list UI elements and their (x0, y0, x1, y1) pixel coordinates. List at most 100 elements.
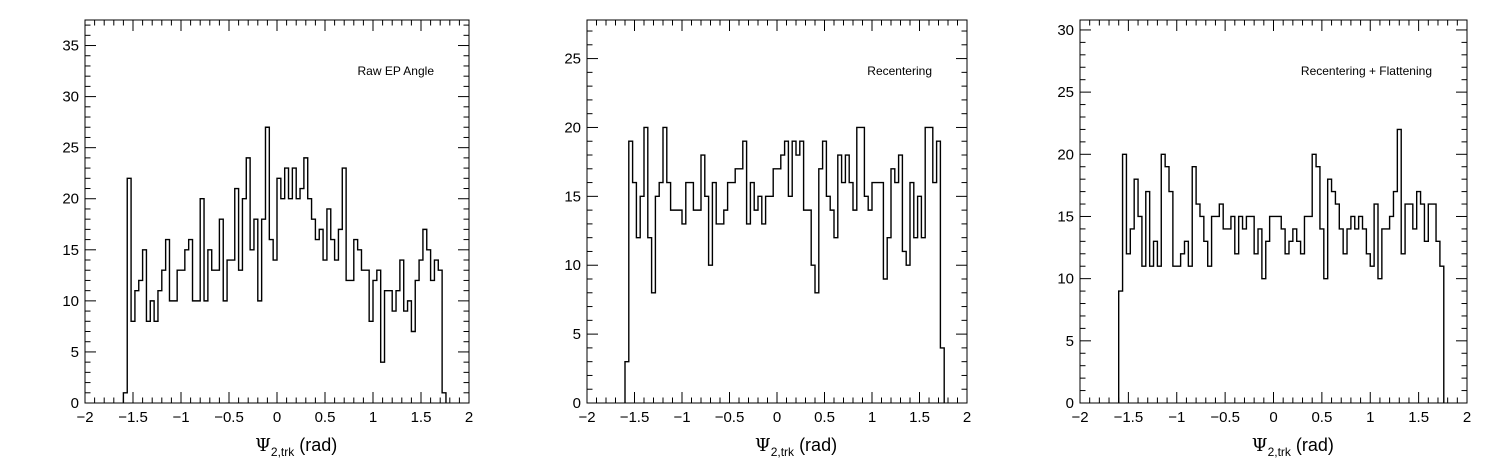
histogram-bin (146, 321, 150, 403)
histogram-bin (269, 240, 273, 403)
x-tick-label: 2 (465, 409, 473, 426)
histogram-bin (346, 280, 350, 403)
histogram-bin (876, 183, 880, 403)
histogram-bin (788, 196, 792, 403)
histogram-bin (235, 189, 239, 403)
x-tick-label: 0 (773, 409, 781, 426)
histogram-bin (400, 260, 404, 403)
histogram-bin (1424, 241, 1428, 403)
x-axis: −2 −1.5 −1 −0.5 0 0.5 1 1.5 2 (76, 20, 473, 426)
histogram-bin (1320, 229, 1324, 403)
histogram-bin (1142, 266, 1146, 403)
histogram-bin (381, 362, 385, 403)
histogram-bin (830, 210, 834, 403)
histogram-bin (1421, 204, 1425, 403)
histogram-bin (258, 301, 262, 403)
histogram-bin (162, 270, 166, 403)
histogram-bin (640, 196, 644, 403)
histogram-bin (388, 291, 392, 403)
histogram-bin (173, 301, 177, 403)
x-axis-label: Ψ2,trk (rad) (1252, 435, 1334, 459)
histogram-bin (667, 183, 671, 403)
histogram-bin (1266, 241, 1270, 403)
y-tick-label: 0 (1066, 395, 1074, 412)
histogram-bin (804, 210, 808, 403)
histogram-bin (1308, 216, 1312, 403)
histogram-bin (663, 127, 667, 403)
histogram-bin (1154, 241, 1158, 403)
histogram-bin (1393, 192, 1397, 403)
histogram-bin (219, 219, 223, 403)
histogram-bin (800, 141, 804, 403)
y-tick-label: 25 (1057, 84, 1074, 101)
y-tick-label: 30 (62, 89, 79, 106)
histogram-bin (891, 169, 895, 403)
histogram-bin (766, 196, 770, 403)
y-tick-label: 30 (1057, 22, 1074, 39)
histogram-bin (323, 260, 327, 403)
histogram-bin (204, 301, 208, 403)
histogram-bin (408, 301, 412, 403)
histogram-bin (1324, 279, 1328, 403)
histogram-bin (304, 158, 308, 403)
histogram-bin (769, 196, 773, 403)
y-axis: 0 5 10 15 20 25 30 35 (62, 24, 469, 412)
histogram-bin (705, 196, 709, 403)
histogram-bin (158, 291, 162, 403)
histogram-bin (308, 199, 312, 403)
histogram-bin (648, 238, 652, 403)
histogram-bin (392, 311, 396, 403)
histogram-bin (431, 280, 435, 403)
histogram-panel-2: −2 −1.5 −1 −0.5 0 0.5 1 1.5 20510152025Recenteri… (564, 19, 971, 459)
histogram-bin (1157, 266, 1161, 403)
histogram-bin (419, 260, 423, 403)
histogram-bin (1138, 216, 1142, 403)
histogram-bin (1134, 179, 1138, 403)
histogram-bin (262, 219, 266, 403)
histogram-bin (1239, 216, 1243, 403)
y-tick-label: 5 (1066, 333, 1074, 350)
histogram-bin (1301, 254, 1305, 403)
histogram-bin (365, 270, 369, 403)
panel-annotation: Raw EP Angle (358, 64, 435, 78)
histogram-bin (327, 209, 331, 403)
histogram-bin (731, 183, 735, 403)
histogram-bin (143, 250, 147, 403)
histogram-bin (1258, 229, 1262, 403)
y-tick-label: 20 (62, 191, 79, 208)
histogram-bin (277, 178, 281, 403)
histogram-bins (625, 127, 944, 403)
histogram-bin (1413, 229, 1417, 403)
histogram-bin (842, 183, 846, 403)
histogram-bin (868, 210, 872, 403)
histogram-bin (177, 270, 181, 403)
histogram-bin (1204, 241, 1208, 403)
y-axis: 0 5 10 15 20 25 (564, 30, 967, 412)
histogram-bin (139, 280, 143, 403)
histogram-bin (427, 250, 431, 403)
histogram-bin (411, 332, 415, 403)
x-tick-label: 2 (1463, 409, 1471, 426)
x-tick-label: 2 (963, 409, 971, 426)
histogram-bin (1161, 154, 1165, 403)
histogram-bin (686, 183, 690, 403)
y-tick-label: 0 (573, 395, 581, 412)
x-tick-label: −2 (76, 409, 93, 426)
histogram-bin (712, 183, 716, 403)
histogram-bin (701, 155, 705, 403)
histogram-bin (242, 199, 246, 403)
histogram-bin (750, 183, 754, 403)
histogram-bin (659, 183, 663, 403)
histogram-bin (1359, 216, 1363, 403)
histogram-bin (633, 183, 637, 403)
histogram-bin (239, 270, 243, 403)
histogram-bin (208, 250, 212, 403)
histogram-bin (135, 291, 139, 403)
histogram-bin (838, 155, 842, 403)
histogram-bin (1208, 266, 1212, 403)
histogram-bin (758, 196, 762, 403)
histogram-bin (1355, 229, 1359, 403)
y-tick-label: 10 (564, 257, 581, 274)
histogram-bin (338, 229, 342, 403)
histogram-bin (131, 321, 135, 403)
